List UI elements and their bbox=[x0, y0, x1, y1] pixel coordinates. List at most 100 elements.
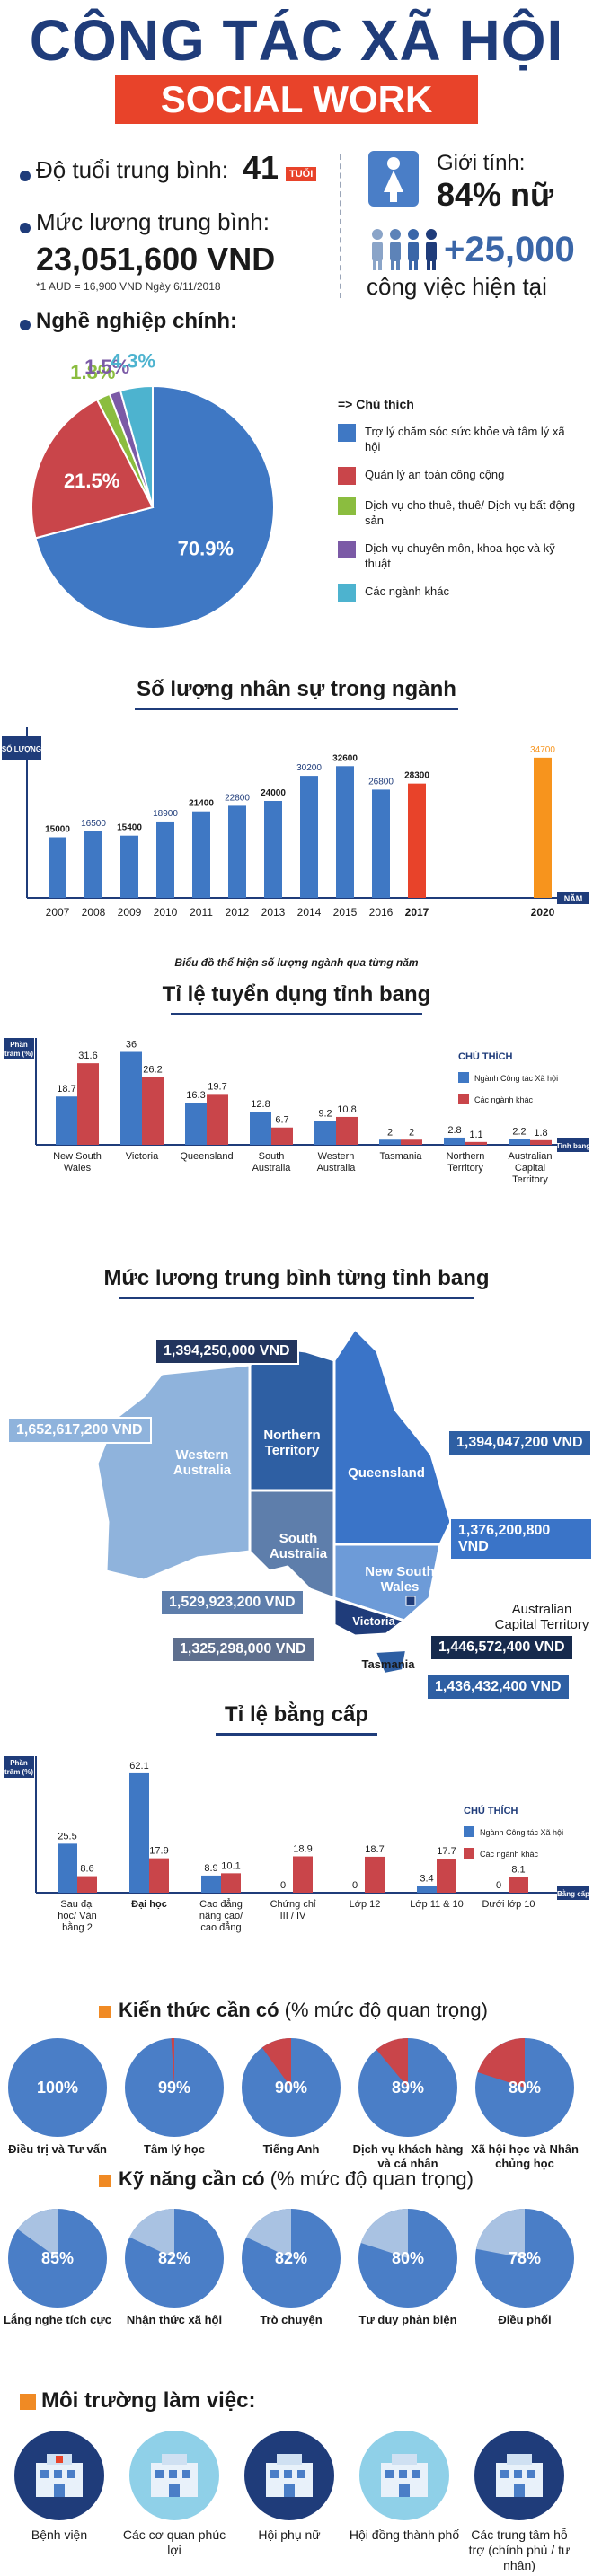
environment-row: Bệnh viện Các cơ quan phúc lợi Hội phụ nữ H… bbox=[0, 2429, 593, 2576]
hospital-icon bbox=[14, 2431, 104, 2520]
window bbox=[500, 2470, 509, 2478]
x-tick-label: bằng 2 bbox=[62, 1921, 93, 1933]
bar-value-label: 9.2 bbox=[318, 1109, 332, 1120]
bar-value-label: 16.3 bbox=[186, 1090, 205, 1101]
bar-value-label: 0 bbox=[496, 1880, 501, 1891]
x-tick-label: 2020 bbox=[531, 906, 555, 919]
bar-value-label: 15000 bbox=[45, 825, 70, 835]
bar bbox=[293, 1856, 313, 1893]
x-axis-label-box bbox=[557, 892, 589, 904]
y-axis-label-box bbox=[4, 1756, 34, 1778]
bar bbox=[156, 821, 174, 898]
bar bbox=[437, 1859, 456, 1893]
x-axis-label: NĂM bbox=[564, 894, 583, 903]
y-axis-label: SỐ LƯỢNG bbox=[2, 744, 41, 753]
legend-label: Các ngành khác bbox=[474, 1095, 534, 1104]
door bbox=[54, 2484, 65, 2497]
bar bbox=[444, 1137, 465, 1145]
salary-south-australia: 1,529,923,200 VND bbox=[160, 1589, 305, 1616]
salary-new-south-wales: 1,376,200,800 VND bbox=[449, 1517, 593, 1561]
bar-value-label: 0 bbox=[352, 1880, 358, 1891]
bar bbox=[207, 1094, 228, 1145]
heading-underline bbox=[119, 1297, 474, 1299]
bar-value-label: 6.7 bbox=[275, 1115, 288, 1126]
legend-item: Dịch vụ chuyên môn, khoa học và kỹ thuật bbox=[338, 541, 580, 571]
gender-label: Giới tính: bbox=[437, 151, 526, 175]
bar-value-label: 3.4 bbox=[420, 1874, 433, 1885]
legend-title: CHÚ THÍCH bbox=[464, 1805, 518, 1816]
x-tick-label: 2008 bbox=[82, 906, 106, 919]
environment-label: Bệnh viện bbox=[31, 2528, 88, 2542]
bar-value-label: 18.7 bbox=[57, 1084, 75, 1095]
occupations-heading: Nghề nghiệp chính: bbox=[36, 309, 237, 333]
window bbox=[169, 2470, 177, 2478]
pie-remainder bbox=[376, 2038, 408, 2088]
y-axis-label: trăm (%) bbox=[4, 1050, 33, 1058]
bar-value-label: 10.8 bbox=[337, 1104, 356, 1115]
importance-pie: 100% bbox=[8, 2038, 107, 2137]
pie-caption: Lắng nghe tích cực bbox=[4, 2313, 111, 2326]
pie-slice-label: 21.5% bbox=[64, 470, 119, 492]
legend-swatch bbox=[458, 1094, 469, 1104]
x-tick-label: 2010 bbox=[154, 906, 178, 919]
pie-remainder bbox=[477, 2038, 525, 2088]
legend-swatch bbox=[464, 1826, 474, 1837]
bar-value-label: 8.6 bbox=[80, 1864, 93, 1875]
heading-underline bbox=[171, 1013, 422, 1015]
map-name-tasmania: Tasmania bbox=[361, 1657, 415, 1671]
bar-value-label: 26800 bbox=[368, 777, 394, 787]
x-axis-label-box bbox=[557, 1138, 589, 1152]
window bbox=[270, 2470, 279, 2478]
x-tick-label: 2009 bbox=[118, 906, 142, 919]
welfare-agency-icon bbox=[129, 2431, 219, 2520]
x-tick-label: Wales bbox=[64, 1163, 92, 1174]
occupations-legend-title: => Chú thích bbox=[338, 397, 414, 411]
x-axis-label: Tỉnh bang bbox=[556, 1142, 590, 1150]
x-tick-label: Chứng chỉ bbox=[270, 1899, 316, 1910]
x-tick-label: 2012 bbox=[226, 906, 250, 919]
bar bbox=[365, 1856, 385, 1893]
building-top bbox=[392, 2454, 417, 2465]
legend-swatch bbox=[458, 1072, 469, 1083]
pie-remainder bbox=[129, 2209, 174, 2258]
pie-slice bbox=[119, 384, 154, 508]
pie-slice-label: 4.3% bbox=[111, 349, 155, 372]
legend-title: CHÚ THÍCH bbox=[458, 1051, 513, 1062]
bar bbox=[417, 1886, 437, 1893]
bar-value-label: 12.8 bbox=[251, 1099, 270, 1110]
bar bbox=[77, 1063, 99, 1145]
state-south-australia bbox=[248, 1489, 336, 1601]
skills-heading: Kỹ năng cần có (% mức độ quan trọng) bbox=[119, 2167, 474, 2191]
female-icon bbox=[368, 151, 419, 207]
door bbox=[399, 2484, 410, 2497]
bar bbox=[336, 766, 354, 898]
x-tick-label: 2016 bbox=[369, 906, 394, 919]
bar bbox=[408, 783, 426, 898]
heading-underline bbox=[135, 708, 458, 710]
importance-pie: 85% bbox=[8, 2209, 107, 2308]
bar bbox=[221, 1873, 241, 1893]
page-subtitle: SOCIAL WORK bbox=[115, 75, 478, 124]
bar-value-label: 18.9 bbox=[293, 1844, 312, 1855]
y-axis-label-box bbox=[2, 736, 41, 760]
door bbox=[284, 2484, 295, 2497]
salary-act: 1,446,572,400 VND bbox=[429, 1634, 574, 1661]
age-label: Độ tuổi trung bình: bbox=[36, 156, 228, 183]
bar bbox=[149, 1858, 169, 1893]
bar bbox=[534, 757, 552, 898]
pie-value-label: 80% bbox=[392, 2249, 424, 2267]
door bbox=[514, 2484, 525, 2497]
page-title: CÔNG TÁC XÃ HỘI bbox=[29, 8, 564, 73]
pie-value-label: 99% bbox=[158, 2079, 190, 2097]
workforce-heading: Số lượng nhân sự trong ngành bbox=[137, 677, 456, 701]
legend-swatch bbox=[338, 541, 356, 558]
bar-value-label: 8.1 bbox=[511, 1865, 525, 1876]
window bbox=[155, 2470, 164, 2478]
bar-value-label: 2.2 bbox=[512, 1127, 526, 1138]
environment-label: Hội đồng thành phố bbox=[349, 2528, 460, 2542]
jobs-value: +25,000 bbox=[444, 230, 575, 269]
legend-swatch bbox=[338, 424, 356, 442]
x-tick-label: South bbox=[259, 1151, 285, 1162]
bar bbox=[228, 805, 246, 898]
state-queensland bbox=[332, 1326, 453, 1546]
